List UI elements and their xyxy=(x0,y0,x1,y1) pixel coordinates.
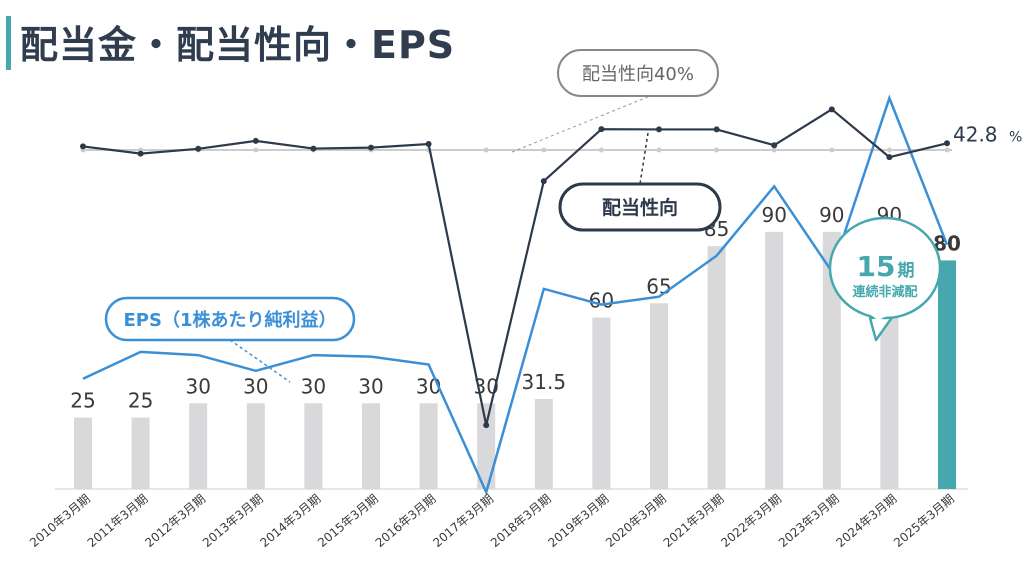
payout-line xyxy=(82,107,948,426)
dividend-bar xyxy=(765,231,784,489)
dividend-bar xyxy=(362,403,380,489)
streak-bubble-tail-cover xyxy=(868,313,892,320)
payout-point xyxy=(483,422,490,429)
dividend-bar xyxy=(707,246,726,489)
x-tick-label: 2013年3月期 xyxy=(200,492,266,550)
reference-point xyxy=(771,147,777,153)
eps-callout-box xyxy=(104,296,356,342)
x-tick-label: 2022年3月期 xyxy=(718,492,784,550)
x-tick-label: 2015年3月期 xyxy=(315,492,381,550)
dividend-label: 25 xyxy=(70,389,95,413)
payout-point xyxy=(598,126,605,133)
x-tick-label: 2021年3月期 xyxy=(661,492,727,550)
dividend-bar xyxy=(938,260,956,489)
dividend-bar xyxy=(246,403,265,489)
payout-point xyxy=(540,178,547,185)
reference-point xyxy=(656,147,662,153)
dividend-bar xyxy=(304,403,323,489)
payout-point xyxy=(252,137,259,144)
page-title: 配当金・配当性向・EPS xyxy=(20,23,456,67)
streak-bubble xyxy=(828,216,942,320)
dividend-bar xyxy=(74,417,92,489)
streak-text: 連続非減配 xyxy=(852,284,917,300)
payout-point xyxy=(195,145,202,152)
reference-line-group xyxy=(80,147,952,153)
dividend-label: 30 xyxy=(301,374,326,398)
payout-point xyxy=(80,143,86,150)
dividend-label: 25 xyxy=(128,389,153,413)
reference-callout-leader xyxy=(511,95,651,153)
x-tick-label: 2020年3月期 xyxy=(603,492,669,550)
reference-callout-box xyxy=(557,49,719,97)
x-tick-label: 2017年3月期 xyxy=(430,492,496,550)
dividend-bar xyxy=(822,231,841,489)
payout-callout-label: 配当性向 xyxy=(602,196,678,219)
reference-point xyxy=(253,147,259,153)
x-tick-label: 2024年3月期 xyxy=(833,492,899,550)
dividend-bar xyxy=(534,399,553,489)
payout-point xyxy=(771,142,778,149)
dividend-label: 31.5 xyxy=(522,370,567,394)
payout-point xyxy=(656,126,662,133)
x-tick-label: 2011年3月期 xyxy=(85,492,151,550)
payout-point xyxy=(137,150,144,157)
payout-point xyxy=(713,126,720,133)
reference-callout-label: 配当性向40% xyxy=(582,64,694,85)
last-payout-label: 42.8 xyxy=(953,122,998,146)
payout-callout-box xyxy=(558,182,722,232)
x-tick-label: 2010年3月期 xyxy=(27,492,93,550)
x-tick-label: 2014年3月期 xyxy=(257,492,323,550)
eps-callout-leader xyxy=(229,339,291,383)
payout-callout-leader xyxy=(639,132,649,185)
payout-point xyxy=(944,140,950,147)
last-payout-unit: % xyxy=(1009,129,1022,145)
reference-point xyxy=(483,147,489,153)
reference-point xyxy=(714,147,720,153)
x-tick-group: 2010年3月期2011年3月期2012年3月期2013年3月期2014年3月期… xyxy=(27,492,957,550)
reference-point xyxy=(829,147,835,153)
eps-line xyxy=(82,94,949,496)
dividend-label: 90 xyxy=(819,203,844,227)
dividend-label: 90 xyxy=(761,203,786,227)
x-tick-label: 2012年3月期 xyxy=(142,492,208,550)
dividend-bar xyxy=(477,403,496,489)
payout-line-group: 42.8% xyxy=(80,106,1022,429)
dividend-bar xyxy=(592,317,611,489)
payout-point xyxy=(828,106,835,113)
dividend-label: 30 xyxy=(358,374,383,398)
payout-point xyxy=(310,145,317,152)
x-tick-label: 2019年3月期 xyxy=(545,492,611,550)
streak-number: 15 xyxy=(857,250,896,283)
dividend-bar xyxy=(131,417,150,489)
payout-point xyxy=(886,154,893,161)
eps-line-group xyxy=(82,94,949,496)
payout-point xyxy=(425,141,432,148)
eps-callout-label: EPS（1株あたり純利益） xyxy=(124,309,337,331)
dividend-bar xyxy=(650,303,668,489)
dividend-label: 60 xyxy=(589,289,614,313)
x-tick-label: 2018年3月期 xyxy=(488,492,554,550)
dividend-bar xyxy=(419,403,438,489)
streak-unit: 期 xyxy=(898,261,915,281)
dividend-label: 30 xyxy=(185,374,210,398)
reference-point xyxy=(598,147,604,153)
x-tick-label: 2023年3月期 xyxy=(776,492,842,550)
x-tick-label: 2016年3月期 xyxy=(373,492,439,550)
x-tick-label: 2025年3月期 xyxy=(891,492,957,550)
title-accent-bar xyxy=(6,16,11,70)
dividend-bar xyxy=(189,403,208,489)
dividend-label: 65 xyxy=(646,274,671,298)
payout-point xyxy=(368,144,374,151)
reference-point xyxy=(541,147,547,153)
reference-point xyxy=(886,147,892,153)
reference-point xyxy=(944,147,950,153)
dividend-label: 30 xyxy=(243,374,268,398)
